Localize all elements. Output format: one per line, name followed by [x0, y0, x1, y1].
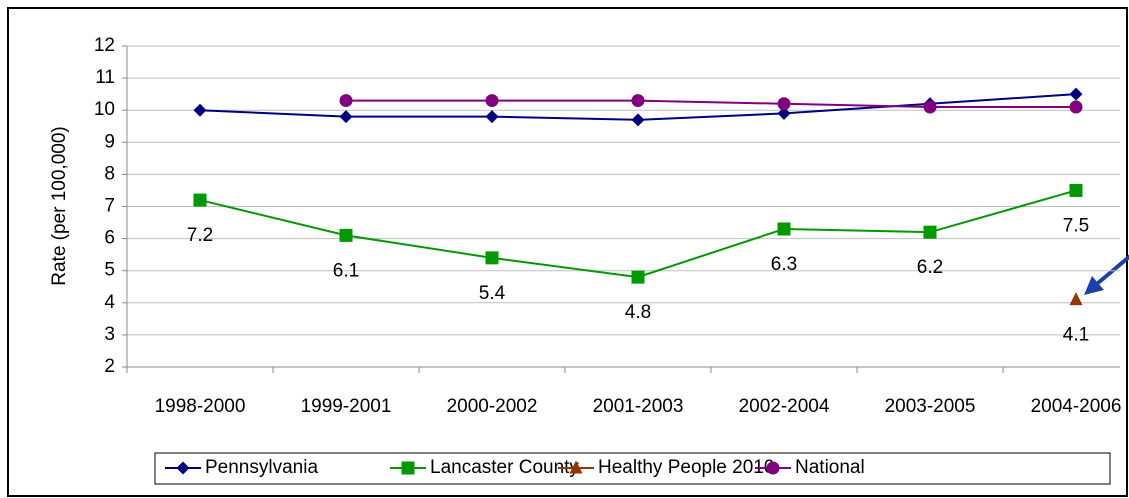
data-point [193, 103, 207, 117]
y-tick-label: 10 [94, 99, 115, 120]
data-label: 4.8 [625, 302, 651, 323]
data-point [1069, 183, 1083, 197]
y-tick-label: 9 [104, 131, 115, 152]
data-point [631, 113, 645, 127]
data-label: 4.1 [1063, 325, 1089, 346]
data-point [1069, 100, 1083, 114]
data-point [1069, 87, 1083, 101]
data-point [923, 225, 937, 239]
legend-label: Healthy People 2010 [598, 457, 774, 478]
data-point [777, 222, 791, 236]
x-tick-label: 2001-2003 [593, 396, 684, 417]
y-tick-label: 4 [104, 292, 115, 313]
legend-marker [401, 461, 415, 475]
y-tick-label: 2 [104, 356, 115, 377]
data-label: 6.1 [333, 260, 359, 281]
x-tick-label: 2002-2004 [739, 396, 830, 417]
series-line [346, 99, 1076, 108]
chart-border [7, 7, 1128, 497]
legend-marker [766, 461, 780, 475]
data-point [777, 97, 791, 111]
legend-label: National [795, 457, 865, 478]
data-point [777, 106, 791, 120]
data-label: 6.2 [917, 257, 943, 278]
data-point [923, 100, 937, 114]
data-point [631, 270, 645, 284]
x-tick-label: 2000-2002 [447, 396, 538, 417]
x-tick-label: 2004-2006 [1031, 396, 1122, 417]
data-point [193, 193, 207, 207]
y-tick-label: 5 [104, 260, 115, 281]
legend-label: Pennsylvania [205, 457, 318, 478]
y-tick-label: 8 [104, 163, 115, 184]
data-point [631, 94, 645, 108]
data-point [339, 94, 353, 108]
data-label: 7.5 [1063, 215, 1089, 236]
data-point [339, 110, 353, 124]
data-point [1069, 292, 1083, 306]
data-label: 6.3 [771, 254, 797, 275]
data-label: 7.2 [187, 225, 213, 246]
x-tick-label: 1998-2000 [155, 396, 246, 417]
legend-marker [569, 460, 583, 474]
y-tick-label: 6 [104, 228, 115, 249]
data-point [339, 228, 353, 242]
y-tick-label: 12 [94, 35, 115, 56]
data-point [485, 110, 499, 124]
x-tick-label: 2003-2005 [885, 396, 976, 417]
y-tick-label: 7 [104, 196, 115, 217]
legend-marker [176, 461, 190, 475]
legend-box [154, 452, 1111, 485]
data-point [485, 251, 499, 265]
y-tick-label: 11 [95, 67, 115, 88]
y-tick-label: 3 [104, 324, 115, 345]
data-point [485, 94, 499, 108]
data-label: 5.4 [479, 283, 506, 304]
legend-label: Lancaster County [430, 457, 579, 478]
y-axis-label: Rate (per 100,000) [49, 126, 70, 286]
x-tick-label: 1999-2001 [301, 396, 392, 417]
